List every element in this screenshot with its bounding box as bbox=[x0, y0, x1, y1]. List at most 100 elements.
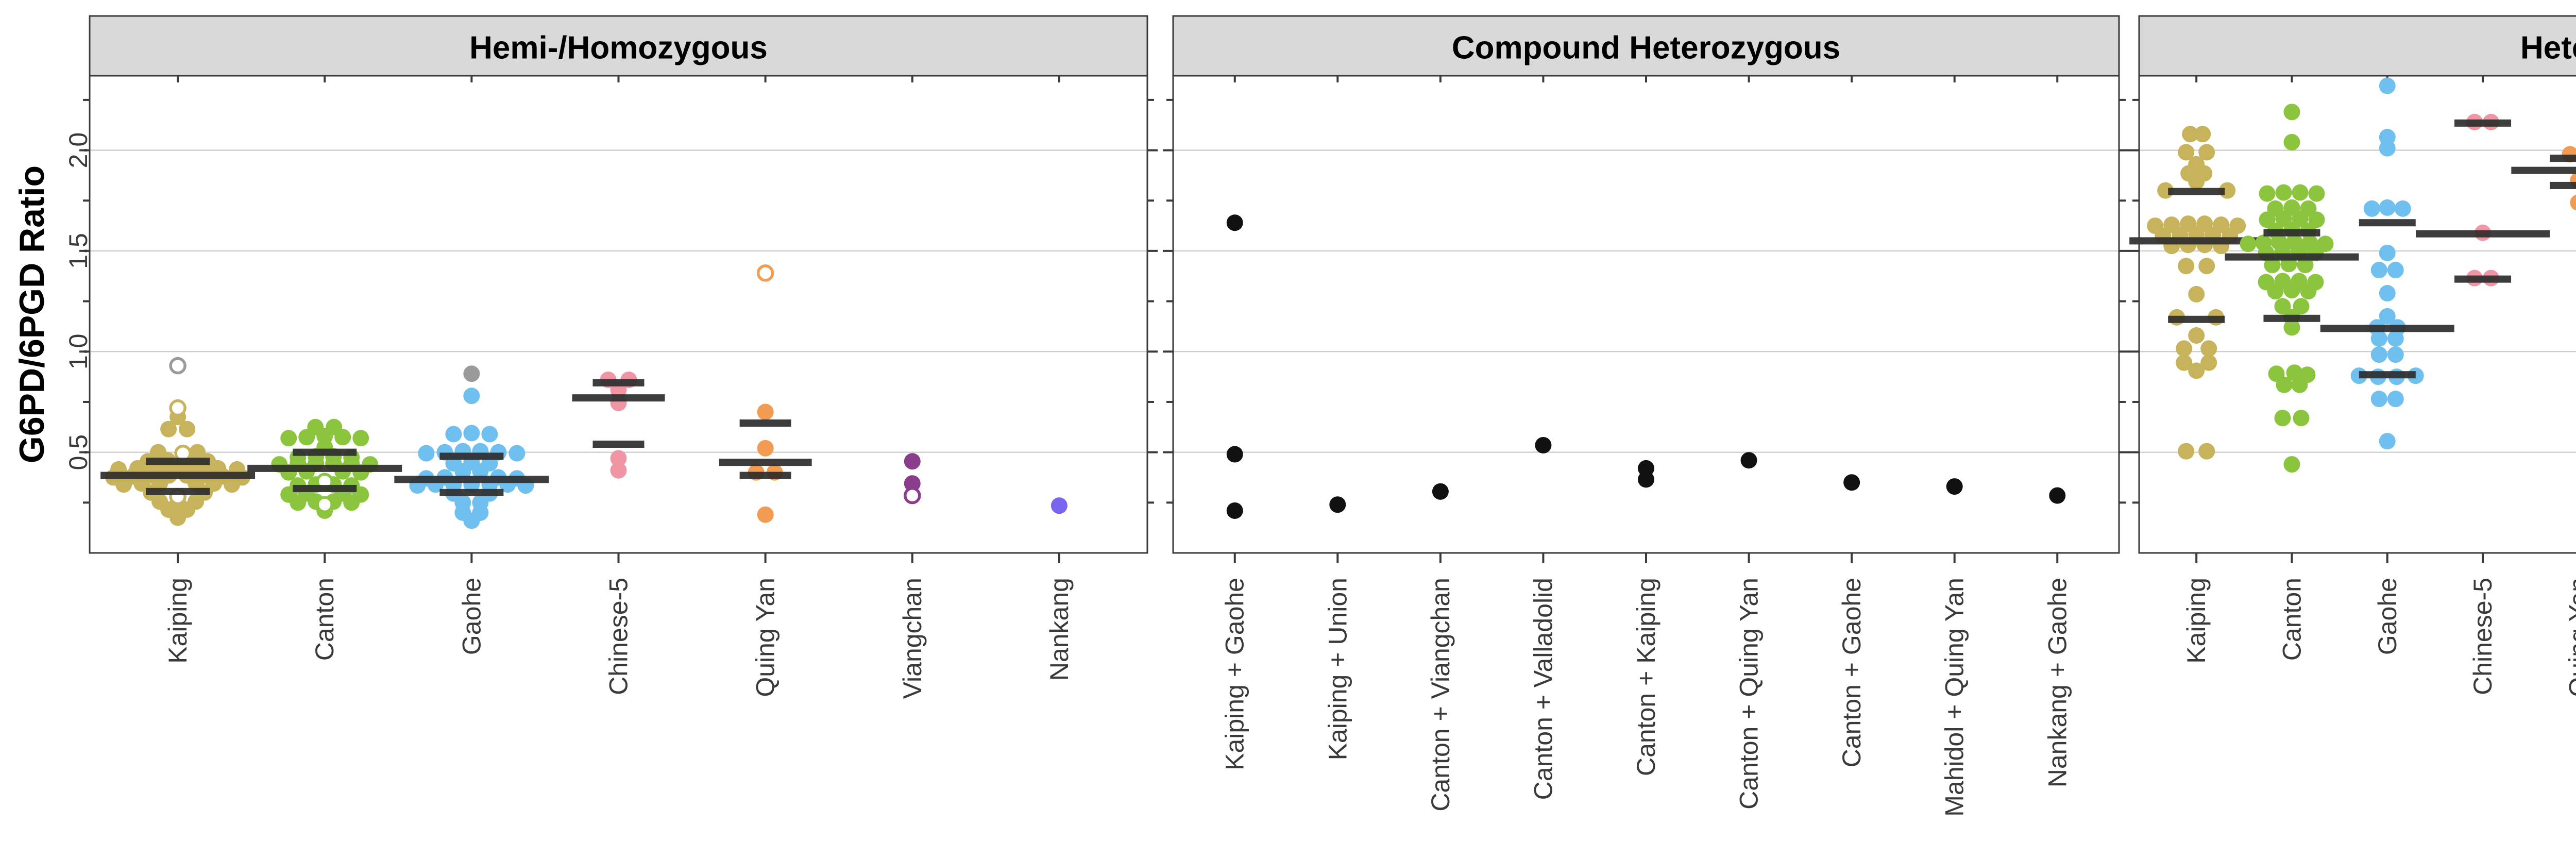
data-point bbox=[445, 426, 462, 443]
data-point bbox=[2176, 354, 2193, 371]
data-point bbox=[2387, 262, 2404, 279]
data-point bbox=[2363, 200, 2380, 217]
x-tick-label: Kaiping bbox=[2182, 578, 2211, 664]
crossbar bbox=[2416, 230, 2550, 238]
data-point bbox=[1843, 474, 1860, 491]
data-point bbox=[2200, 340, 2217, 357]
data-point bbox=[2275, 184, 2292, 201]
data-point-open bbox=[316, 496, 333, 513]
x-tick-label: Quing Yan bbox=[2564, 578, 2576, 697]
data-point bbox=[298, 429, 315, 446]
panel-border bbox=[2138, 75, 2576, 554]
crossbar bbox=[2129, 237, 2264, 245]
data-point bbox=[463, 512, 480, 529]
x-tick-label: Chinese-5 bbox=[604, 578, 633, 695]
crossbar bbox=[2168, 188, 2225, 195]
data-point bbox=[2370, 391, 2387, 408]
crossbar bbox=[2511, 166, 2576, 174]
crossbar bbox=[2550, 155, 2576, 162]
crossbar bbox=[2225, 253, 2359, 261]
x-tick-label: Kaiping bbox=[163, 578, 192, 664]
data-point bbox=[224, 476, 241, 493]
x-tick-label: Kaiping + Union bbox=[1323, 578, 1352, 760]
data-point bbox=[2300, 283, 2317, 300]
crossbar bbox=[100, 472, 256, 479]
data-point bbox=[2570, 194, 2576, 211]
data-point bbox=[2283, 133, 2300, 150]
data-point bbox=[610, 450, 627, 467]
data-point bbox=[481, 426, 498, 443]
crossbar bbox=[394, 476, 549, 483]
x-tick-label: Mahidol + Quing Yan bbox=[1940, 578, 1969, 817]
x-tick-label: Canton + Kaiping bbox=[1632, 578, 1660, 776]
data-point bbox=[2267, 283, 2284, 300]
data-point bbox=[2297, 257, 2314, 274]
data-point bbox=[343, 494, 360, 511]
data-point bbox=[509, 445, 526, 462]
data-point bbox=[1329, 496, 1346, 513]
data-point bbox=[2188, 173, 2205, 190]
crossbar bbox=[293, 484, 357, 492]
y-axis-title: G6PD/6PGD Ratio bbox=[12, 165, 52, 463]
data-point bbox=[418, 445, 435, 462]
data-point bbox=[2283, 456, 2300, 473]
panel-header bbox=[1172, 15, 2120, 77]
data-point bbox=[610, 462, 627, 479]
data-point bbox=[2370, 346, 2387, 363]
x-tick-label: Chinese-5 bbox=[2468, 578, 2497, 695]
x-tick-label: Canton + Viangchan bbox=[1426, 578, 1455, 812]
data-point bbox=[2198, 258, 2215, 275]
data-point bbox=[2178, 144, 2195, 161]
data-point bbox=[2178, 443, 2195, 460]
data-point bbox=[2308, 185, 2325, 202]
data-point bbox=[2049, 487, 2066, 504]
x-tick-label: Canton bbox=[310, 578, 339, 661]
crossbar bbox=[146, 487, 210, 495]
y-tick-label: 2.0 bbox=[64, 132, 93, 169]
data-point bbox=[2379, 140, 2396, 157]
data-point bbox=[2194, 126, 2211, 143]
crossbar bbox=[439, 489, 504, 496]
crossbar bbox=[2359, 371, 2416, 379]
y-tick-label: 1.5 bbox=[64, 233, 93, 269]
crossbar bbox=[2263, 229, 2320, 237]
data-point bbox=[334, 429, 351, 446]
data-point bbox=[2370, 330, 2387, 347]
crossbar bbox=[2320, 325, 2454, 332]
x-tick-label: Nankang + Gaohe bbox=[2043, 578, 2072, 787]
x-tick-label: Gaohe bbox=[457, 578, 486, 655]
data-point bbox=[454, 463, 471, 480]
data-point-open bbox=[169, 399, 187, 417]
x-tick-label: Canton + Quing Yan bbox=[1735, 578, 1764, 810]
data-point bbox=[2293, 298, 2310, 315]
x-tick-label: Nankang bbox=[1045, 578, 1074, 681]
crossbar bbox=[439, 452, 504, 460]
data-point bbox=[1638, 471, 1654, 488]
x-tick-label: Quing Yan bbox=[751, 578, 780, 697]
panel-header bbox=[89, 15, 1148, 77]
panel-border bbox=[1172, 75, 2120, 554]
data-point-open bbox=[169, 357, 187, 375]
crossbar bbox=[293, 448, 357, 456]
data-point bbox=[463, 425, 480, 442]
data-point bbox=[1432, 483, 1449, 500]
data-point bbox=[757, 403, 774, 420]
data-point bbox=[1226, 446, 1243, 463]
data-point bbox=[170, 509, 187, 526]
data-point bbox=[2274, 298, 2291, 315]
data-point bbox=[904, 453, 921, 470]
data-point bbox=[2182, 126, 2199, 143]
data-point bbox=[2379, 433, 2396, 450]
data-point bbox=[2240, 235, 2257, 253]
chart-root: Hemi-/Homozygous Kaiping Canton Gaohe Chines… bbox=[64, 15, 2576, 817]
data-point bbox=[2188, 285, 2205, 302]
x-tick-label: Canton bbox=[2277, 578, 2306, 661]
data-point bbox=[179, 420, 196, 438]
data-point bbox=[352, 430, 369, 447]
data-point bbox=[904, 475, 921, 492]
y-tick-label: 0.5 bbox=[64, 434, 93, 470]
data-point bbox=[2379, 308, 2396, 325]
data-point bbox=[2264, 257, 2281, 274]
